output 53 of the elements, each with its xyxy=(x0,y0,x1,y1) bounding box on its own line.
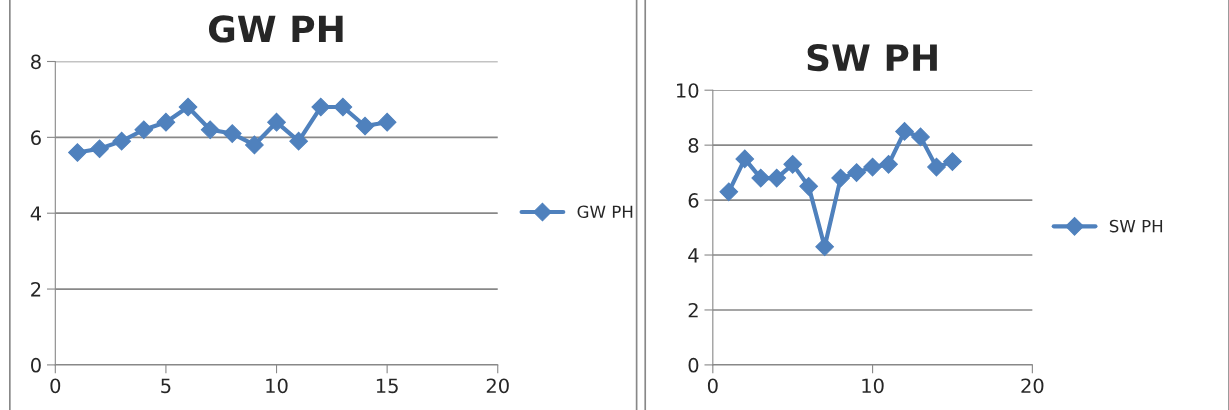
point xyxy=(895,122,914,141)
legend-label: SW PH xyxy=(1109,219,1163,233)
y-tick-label: 4 xyxy=(688,248,699,263)
y-tick-label: 8 xyxy=(31,54,41,70)
y-tick-label: 2 xyxy=(31,282,41,297)
x-tick-label: 15 xyxy=(376,378,398,394)
point xyxy=(267,112,286,132)
y-tick-label: 6 xyxy=(688,193,699,208)
point xyxy=(333,97,353,117)
y-tick-label: 0 xyxy=(31,357,41,373)
x-tick-label: 20 xyxy=(486,378,509,394)
point xyxy=(943,152,962,171)
x-tick-label: 5 xyxy=(161,378,171,394)
legend-label: GW PH xyxy=(577,205,633,219)
point xyxy=(879,155,898,174)
point xyxy=(927,157,946,177)
point xyxy=(377,112,397,132)
point xyxy=(112,131,132,151)
point xyxy=(767,168,787,188)
point xyxy=(156,112,176,132)
point xyxy=(134,120,154,140)
x-tick-label: 0 xyxy=(707,378,718,394)
point xyxy=(289,131,309,151)
point xyxy=(799,176,819,196)
point xyxy=(815,237,835,257)
chart-title: SW PH xyxy=(807,43,937,72)
point xyxy=(735,149,755,169)
y-tick-label: 2 xyxy=(688,302,698,318)
y-tick-label: 4 xyxy=(30,206,42,221)
x-tick-label: 10 xyxy=(862,378,884,394)
y-tick-label: 0 xyxy=(688,357,699,373)
point xyxy=(847,163,866,182)
x-tick-label: 0 xyxy=(50,378,61,394)
point xyxy=(68,143,87,162)
x-tick-label: 20 xyxy=(1021,378,1044,394)
x-tick-label: 10 xyxy=(266,378,288,394)
point xyxy=(355,116,375,136)
point xyxy=(178,97,198,117)
point xyxy=(311,97,331,117)
point xyxy=(783,155,803,174)
y-tick-label: 8 xyxy=(688,138,699,153)
point xyxy=(719,182,739,202)
point xyxy=(863,157,882,177)
y-tick-label: 6 xyxy=(31,130,41,146)
point xyxy=(751,168,771,188)
point xyxy=(90,139,109,159)
point xyxy=(245,135,264,155)
point xyxy=(200,120,220,140)
point xyxy=(222,124,242,143)
y-tick-label: 10 xyxy=(677,83,699,98)
chart-title: GW PH xyxy=(208,15,343,43)
point xyxy=(831,168,850,188)
point xyxy=(911,127,930,147)
